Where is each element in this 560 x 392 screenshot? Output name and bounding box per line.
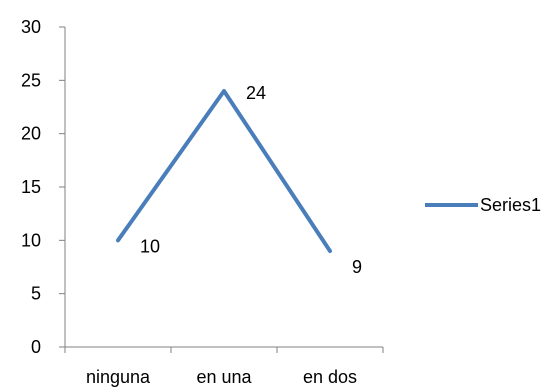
- x-tick-label: en dos: [303, 367, 357, 387]
- series-layer: [118, 91, 330, 251]
- y-tick-label: 25: [21, 70, 41, 90]
- data-label: 24: [246, 83, 266, 103]
- y-tick-label: 15: [21, 177, 41, 197]
- y-tick-label: 30: [21, 17, 41, 37]
- x-tick-label: ninguna: [86, 367, 151, 387]
- y-tick-label: 20: [21, 124, 41, 144]
- chart-legend: Series1: [425, 195, 541, 215]
- x-tick-label: en una: [196, 367, 252, 387]
- y-tick-label: 5: [31, 284, 41, 304]
- data-label: 9: [352, 257, 362, 277]
- y-tick-label: 0: [31, 337, 41, 357]
- legend-series-label: Series1: [480, 195, 541, 215]
- chart-axes: 0 5 10 15 20 25 30 ninguna en una en dos: [21, 17, 383, 387]
- y-tick-label: 10: [21, 230, 41, 250]
- data-label: 10: [140, 236, 160, 256]
- series-line: [118, 91, 330, 251]
